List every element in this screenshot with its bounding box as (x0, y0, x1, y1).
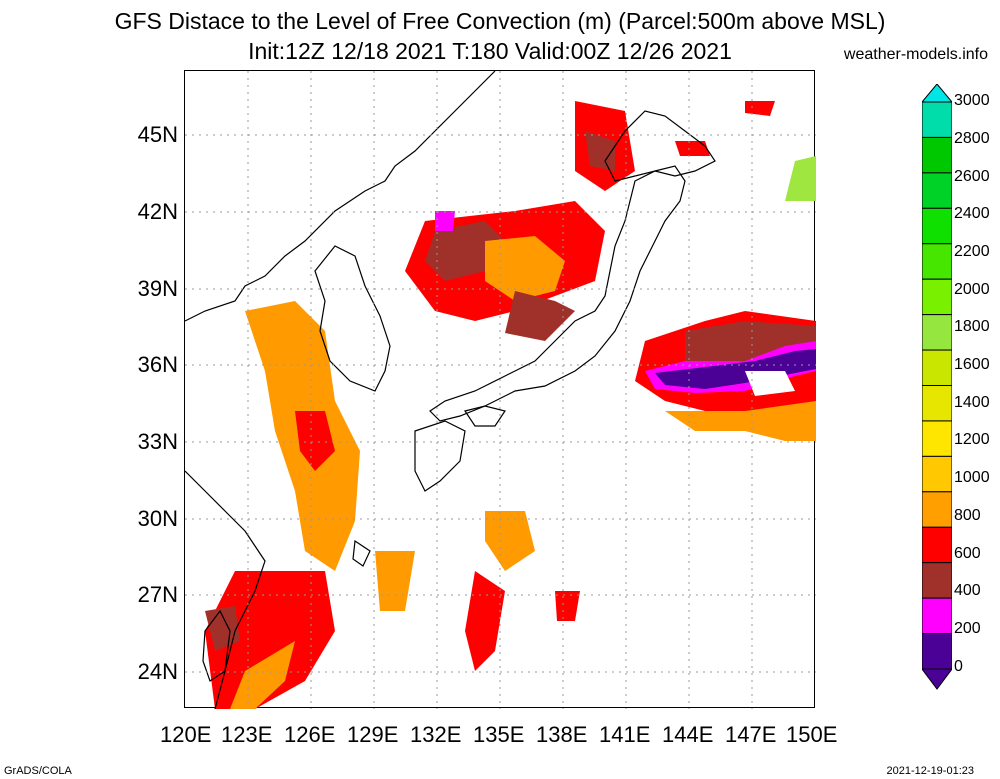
grid-lines (185, 71, 816, 709)
lfc-field (205, 101, 816, 709)
coast-taiwan (202, 609, 231, 682)
coast-china-korea-north (185, 71, 496, 322)
map-plot-area (184, 70, 816, 709)
colorbar-cell (922, 562, 952, 599)
lat-label: 36N (137, 352, 178, 377)
colorbar-label: 0 (954, 658, 963, 675)
colorbar (922, 84, 952, 690)
field-red-kyushu-south (295, 411, 335, 471)
colorbar-bottom-arrow (922, 668, 952, 690)
colorbar-cell (922, 597, 952, 635)
colorbar-label: 3000 (954, 92, 990, 109)
field-brown-taiwan (205, 606, 240, 651)
colorbar-cell (922, 455, 952, 493)
field-purple-pacific (655, 349, 816, 389)
colorbar-label: 2400 (954, 205, 990, 222)
lon-label: 135E (473, 722, 525, 747)
colorbar-cell (922, 526, 952, 564)
lat-label: 39N (137, 276, 178, 301)
colorbar-top-arrow (922, 84, 952, 103)
colorbar-cell (922, 278, 952, 316)
field-red-south (205, 571, 335, 709)
colorbar-label: 2600 (954, 168, 990, 185)
field-brown-hokkaido (585, 131, 615, 171)
lat-label: 33N (137, 429, 178, 454)
coast-honshu (429, 165, 686, 422)
lat-label: 24N (137, 659, 178, 684)
lat-label: 45N (137, 122, 178, 147)
lon-label: 120E (160, 722, 212, 747)
colorbar-cell (922, 207, 952, 245)
field-yellowgreen-ne (785, 156, 816, 201)
colorbar-cell (922, 101, 952, 138)
colorbar-cell (922, 314, 952, 351)
coast-korea (314, 245, 391, 392)
field-orange-central-1 (485, 511, 535, 571)
colorbar-label: 1000 (954, 469, 990, 486)
colorbar-label: 1800 (954, 318, 990, 335)
lat-label: 30N (137, 506, 178, 531)
colorbar-cell (922, 420, 952, 457)
field-red-ne (745, 101, 775, 116)
lon-label: 141E (599, 722, 651, 747)
colorbar-cell (922, 243, 952, 280)
colorbar-label: 2000 (954, 281, 990, 298)
field-gap-pacific (745, 371, 795, 396)
colorbar-label: 1200 (954, 431, 990, 448)
field-brown-honshu-west (505, 291, 575, 341)
lon-label: 150E (786, 722, 838, 747)
colorbar-cell (922, 385, 952, 422)
field-orange-pacific (665, 401, 816, 441)
field-magenta-small (435, 211, 455, 231)
map-canvas (185, 71, 816, 709)
lon-label: 144E (662, 722, 714, 747)
colorbar-cell (922, 136, 952, 174)
colorbar-label: 1600 (954, 356, 990, 373)
coast-china-south (185, 470, 266, 709)
colorbar-cell (922, 633, 952, 670)
lon-label: 147E (725, 722, 777, 747)
coast-hokkaido (604, 110, 716, 182)
lon-label: 129E (347, 722, 399, 747)
colorbar-cell (922, 491, 952, 528)
lon-label: 132E (410, 722, 462, 747)
chart-title: GFS Distace to the Level of Free Convect… (114, 8, 886, 34)
colorbar-cells (922, 101, 952, 670)
chart-subtitle: Init:12Z 12/18 2021 T:180 Valid:00Z 12/2… (248, 38, 732, 64)
source-credit: weather-models.info (843, 46, 988, 63)
colorbar-label: 800 (954, 507, 981, 524)
colorbar-label: 2800 (954, 130, 990, 147)
field-orange-sea-of-japan (485, 236, 565, 301)
colorbar-label: 1400 (954, 394, 990, 411)
field-red-ne-2 (675, 141, 710, 156)
colorbar-label: 600 (954, 545, 981, 562)
lon-label: 126E (284, 722, 336, 747)
coastlines (185, 71, 716, 709)
lat-label: 27N (137, 582, 178, 607)
colorbar-label: 2200 (954, 243, 990, 260)
colorbar-label: 200 (954, 620, 981, 637)
coast-shikoku (464, 405, 506, 427)
lon-label: 138E (536, 722, 588, 747)
footer-right: 2021-12-19-01:23 (886, 765, 974, 777)
lat-label: 42N (137, 199, 178, 224)
lon-label: 123E (221, 722, 273, 747)
field-red-central-2 (555, 591, 580, 621)
field-orange-okinawa (375, 551, 415, 611)
coast-kyushu (414, 420, 466, 492)
field-orange-south (230, 641, 295, 709)
colorbar-label: 400 (954, 582, 981, 599)
coast-islands (352, 539, 371, 567)
colorbar-cell (922, 172, 952, 209)
field-red-central-1 (465, 571, 505, 671)
footer-left: GrADS/COLA (4, 765, 72, 777)
colorbar-cell (922, 349, 952, 386)
